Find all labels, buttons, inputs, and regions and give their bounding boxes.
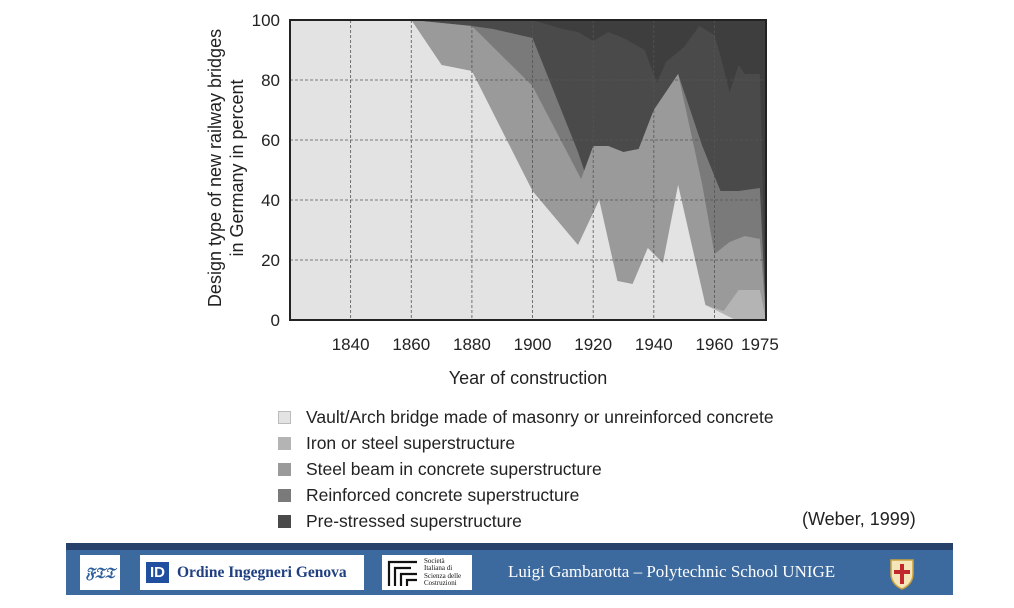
- logo-ordine-ingegneri: ID Ordine Ingegneri Genova: [140, 555, 364, 590]
- stacked-areas: [290, 20, 766, 320]
- logo-sisc-line1: Società: [424, 556, 445, 565]
- legend-swatch-reinforced-concrete: [278, 488, 291, 502]
- logo-sisc-line4: Costruzioni: [424, 579, 457, 587]
- footer-presenter: Luigi Gambarotta – Polytechnic School UN…: [508, 562, 836, 581]
- legend-item-steel-beam-concrete: Steel beam in concrete superstructure: [278, 456, 774, 482]
- x-tick-label: 1900: [514, 335, 552, 354]
- x-tick-labels: 1840 1860 1880 1900 1920 1940 1960 1975: [332, 335, 779, 354]
- y-tick-label: 100: [252, 11, 280, 30]
- logo-sisc: Società Italiana di Scienza delle Costru…: [382, 555, 472, 590]
- logo-ftt-text: 𝔉𝔗𝔗: [85, 563, 115, 582]
- y-tick-label: 40: [261, 191, 280, 210]
- x-axis-label: Year of construction: [449, 368, 607, 388]
- legend-item-reinforced-concrete: Reinforced concrete superstructure: [278, 482, 774, 508]
- logo-ordine-mark: ID: [146, 562, 169, 583]
- x-tick-label: 1940: [635, 335, 673, 354]
- chart-grid: [290, 20, 766, 320]
- logo-sisc-text: Società Italiana di Scienza delle Costru…: [424, 556, 462, 588]
- logo-ordine-text: Ordine Ingegneri Genova: [177, 563, 347, 581]
- x-tick-label: 1860: [392, 335, 430, 354]
- logo-sisc-line3: Scienza delle: [424, 571, 462, 580]
- x-tick-label: 1840: [332, 335, 370, 354]
- legend-swatch-vault-arch: [278, 410, 291, 424]
- legend-label-iron-steel: Iron or steel superstructure: [306, 432, 516, 453]
- y-tick-labels: 0 20 40 60 80 100: [252, 11, 280, 330]
- legend-swatch-steel-beam-concrete: [278, 462, 291, 476]
- x-tick-label: 1975: [741, 335, 779, 354]
- y-tick-label: 20: [261, 251, 280, 270]
- logo-sisc-line2: Italiana di: [424, 564, 453, 572]
- y-tick-label: 80: [261, 71, 280, 90]
- footer-bar: 𝔉𝔗𝔗 ID Ordine Ingegneri Genova Società I…: [66, 543, 953, 595]
- plot-frame: [289, 19, 767, 321]
- logo-ftt: 𝔉𝔗𝔗: [80, 555, 120, 590]
- sisc-emblem-icon: [387, 560, 417, 586]
- unige-crest-icon: [890, 559, 914, 590]
- legend-swatch-pre-stressed: [278, 514, 291, 528]
- x-tick-label: 1960: [696, 335, 734, 354]
- legend-item-iron-steel: Iron or steel superstructure: [278, 430, 774, 456]
- area-series-1: [290, 20, 766, 320]
- legend-label-steel-beam-concrete: Steel beam in concrete superstructure: [306, 458, 602, 479]
- legend-label-vault-arch: Vault/Arch bridge made of masonry or unr…: [306, 406, 774, 427]
- x-tick-label: 1920: [574, 335, 612, 354]
- y-axis-label-line1: Design type of new railway bridges: [205, 29, 225, 307]
- legend-label-pre-stressed: Pre-stressed superstructure: [306, 510, 522, 531]
- chart-legend: Vault/Arch bridge made of masonry or unr…: [278, 404, 774, 534]
- legend-label-reinforced-concrete: Reinforced concrete superstructure: [306, 484, 580, 505]
- legend-item-vault-arch: Vault/Arch bridge made of masonry or unr…: [278, 404, 774, 430]
- legend-item-pre-stressed: Pre-stressed superstructure: [278, 508, 774, 534]
- legend-swatch-iron-steel: [278, 436, 291, 450]
- y-tick-label: 0: [271, 311, 280, 330]
- chart: 0 20 40 60 80 100 1840 1860 1880 1900 1920 1940 196…: [205, 11, 779, 388]
- x-tick-label: 1880: [453, 335, 491, 354]
- y-axis-label-line2: in Germany in percent: [227, 79, 247, 256]
- y-tick-label: 60: [261, 131, 280, 150]
- citation: (Weber, 1999): [802, 509, 916, 529]
